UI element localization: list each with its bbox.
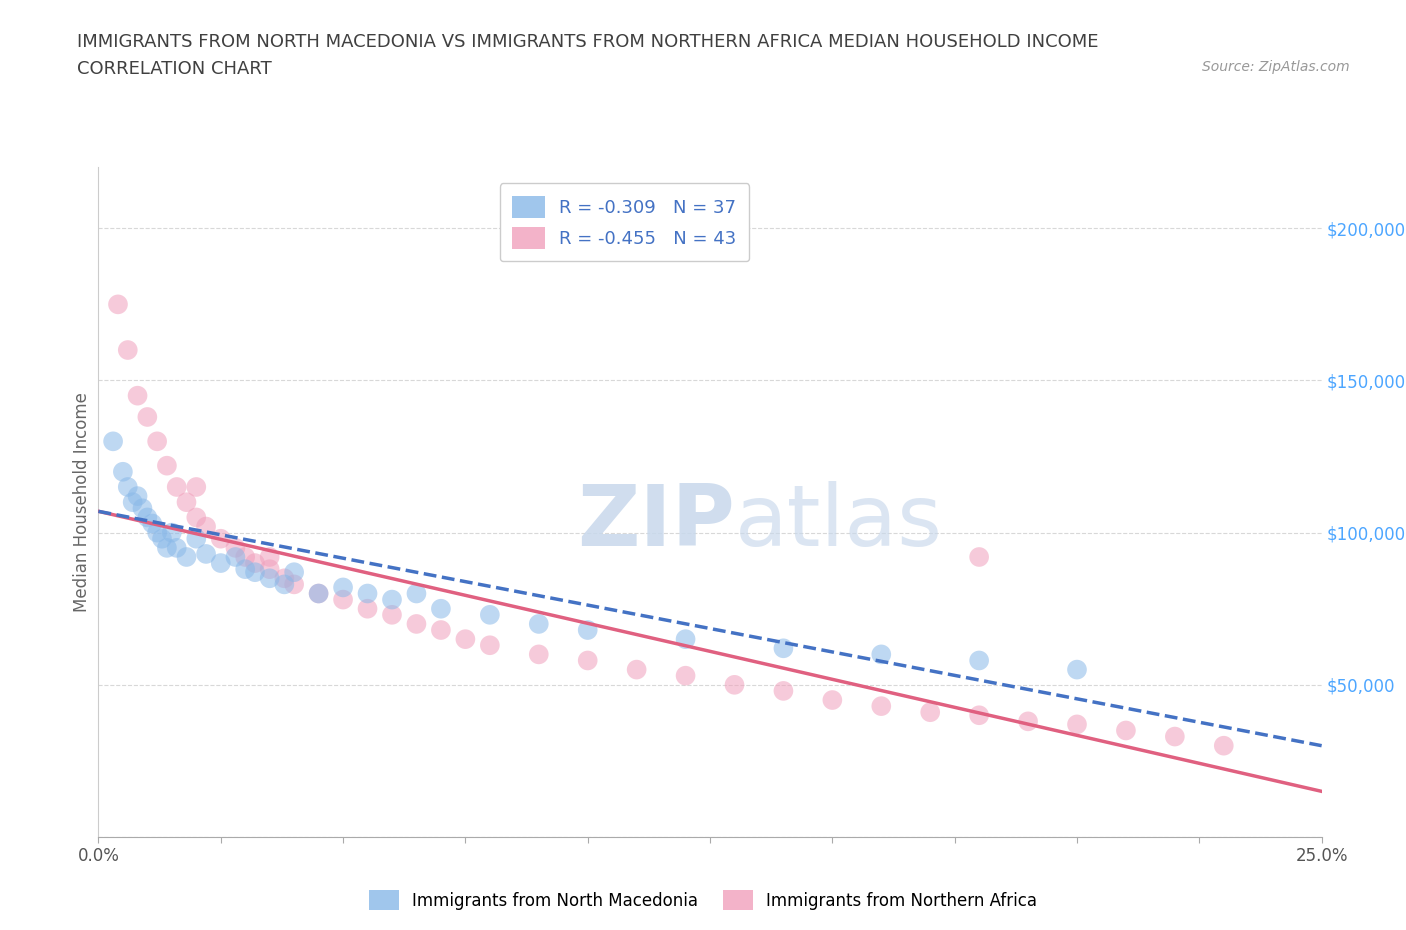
Point — [478, 638, 501, 653]
Point — [243, 555, 266, 570]
Point — [136, 510, 159, 525]
Point — [1017, 714, 1039, 729]
Point — [478, 607, 501, 622]
Point — [430, 602, 453, 617]
Point — [156, 540, 179, 555]
Text: atlas: atlas — [734, 481, 942, 564]
Point — [273, 577, 295, 591]
Point — [233, 550, 256, 565]
Point — [195, 547, 218, 562]
Point — [356, 602, 378, 617]
Point — [121, 495, 143, 510]
Text: CORRELATION CHART: CORRELATION CHART — [77, 60, 273, 78]
Point — [136, 409, 159, 424]
Text: ZIP: ZIP — [576, 481, 734, 564]
Point — [405, 586, 427, 601]
Point — [308, 586, 330, 601]
Point — [723, 677, 745, 692]
Point — [332, 592, 354, 607]
Point — [156, 458, 179, 473]
Point — [870, 698, 893, 713]
Point — [146, 434, 169, 449]
Point — [430, 622, 453, 637]
Point — [176, 495, 198, 510]
Text: Source: ZipAtlas.com: Source: ZipAtlas.com — [1202, 60, 1350, 74]
Point — [233, 562, 256, 577]
Point — [675, 669, 697, 684]
Point — [967, 708, 990, 723]
Point — [224, 540, 246, 555]
Legend: R = -0.309   N = 37, R = -0.455   N = 43: R = -0.309 N = 37, R = -0.455 N = 43 — [499, 183, 749, 261]
Point — [186, 531, 208, 546]
Point — [111, 464, 134, 479]
Point — [160, 525, 183, 540]
Point — [224, 550, 246, 565]
Point — [259, 562, 281, 577]
Point — [117, 480, 139, 495]
Point — [150, 531, 173, 546]
Point — [967, 550, 990, 565]
Point — [626, 662, 648, 677]
Point — [166, 540, 188, 555]
Point — [127, 488, 149, 503]
Point — [576, 653, 599, 668]
Point — [127, 388, 149, 403]
Point — [772, 684, 794, 698]
Point — [1066, 717, 1088, 732]
Point — [967, 653, 990, 668]
Point — [675, 631, 697, 646]
Point — [117, 342, 139, 357]
Point — [527, 647, 550, 662]
Point — [195, 519, 218, 534]
Point — [186, 480, 208, 495]
Y-axis label: Median Household Income: Median Household Income — [73, 392, 91, 612]
Point — [332, 580, 354, 595]
Point — [283, 577, 305, 591]
Point — [283, 565, 305, 579]
Point — [772, 641, 794, 656]
Point — [146, 525, 169, 540]
Point — [176, 550, 198, 565]
Point — [259, 550, 281, 565]
Point — [356, 586, 378, 601]
Point — [381, 607, 404, 622]
Point — [107, 297, 129, 312]
Point — [1212, 738, 1234, 753]
Point — [166, 480, 188, 495]
Point — [259, 571, 281, 586]
Point — [273, 571, 295, 586]
Point — [131, 501, 153, 516]
Text: IMMIGRANTS FROM NORTH MACEDONIA VS IMMIGRANTS FROM NORTHERN AFRICA MEDIAN HOUSEH: IMMIGRANTS FROM NORTH MACEDONIA VS IMMIG… — [77, 33, 1099, 50]
Point — [186, 510, 208, 525]
Point — [1115, 723, 1137, 737]
Point — [209, 531, 232, 546]
Point — [209, 555, 232, 570]
Legend: Immigrants from North Macedonia, Immigrants from Northern Africa: Immigrants from North Macedonia, Immigra… — [361, 884, 1045, 917]
Point — [243, 565, 266, 579]
Point — [576, 622, 599, 637]
Point — [1066, 662, 1088, 677]
Point — [381, 592, 404, 607]
Point — [405, 617, 427, 631]
Point — [101, 434, 124, 449]
Point — [920, 705, 942, 720]
Point — [1164, 729, 1187, 744]
Point — [870, 647, 893, 662]
Point — [141, 516, 163, 531]
Point — [527, 617, 550, 631]
Point — [308, 586, 330, 601]
Point — [454, 631, 477, 646]
Point — [821, 693, 844, 708]
